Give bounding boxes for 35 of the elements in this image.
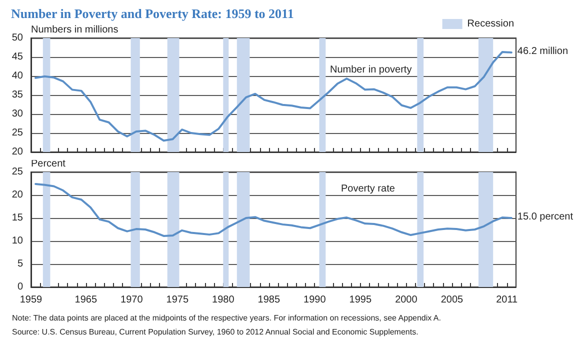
x-tick-label: 2011 (496, 294, 518, 306)
y-tick-label: 50 (12, 32, 24, 44)
y-tick-label: 35 (12, 90, 24, 100)
x-tick-label: 1995 (349, 294, 372, 306)
chart-title: Number in Poverty and Poverty Rate: 1959 to 2011 (11, 6, 294, 21)
y-tick-label: 25 (12, 166, 24, 178)
annotation: Poverty rate (341, 184, 396, 194)
y-tick-label: 30 (12, 108, 24, 120)
line-series (34, 51, 512, 142)
y-tick-label: 20 (12, 146, 24, 158)
y-tick-label: 10 (12, 236, 24, 246)
source-note: Source: U.S. Census Bureau, Current Population Survey, 1960 to 2012 Annual Social and Economic Supplements. (12, 328, 418, 336)
annotation: 46.2 million (517, 46, 568, 57)
x-tick-label: 1965 (74, 294, 98, 306)
x-tick-label: 1990 (304, 294, 326, 306)
y-tick-label: 45 (12, 52, 24, 62)
y-tick-label: 20 (12, 190, 24, 200)
annotation: 15.0 percent (517, 212, 574, 222)
y-tick-label: 5 (17, 258, 24, 270)
x-tick-label: 1975 (166, 294, 189, 306)
y-tick-label: 40 (12, 70, 24, 82)
annotation: Number in poverty (330, 64, 412, 76)
x-tick-label: 1980 (212, 294, 235, 306)
x-tick-label: 2000 (395, 294, 418, 306)
x-tick-label: 2005 (440, 294, 464, 306)
y-tick-label: 15 (12, 212, 24, 224)
x-tick-label: 1985 (258, 294, 280, 306)
x-tick-label: 1959 (20, 294, 43, 306)
text: Note: The data points are placed at the midpoints of the respective years. For information on recessions, see Appendix A. (12, 314, 441, 322)
line-series (34, 182, 512, 237)
y-tick-label: 25 (12, 128, 24, 138)
x-tick-label: 1970 (120, 294, 144, 306)
y-axis-title: Numbers in millions (31, 24, 118, 36)
legend-label: Recession (467, 18, 514, 30)
y-tick-label: 0 (17, 282, 24, 292)
